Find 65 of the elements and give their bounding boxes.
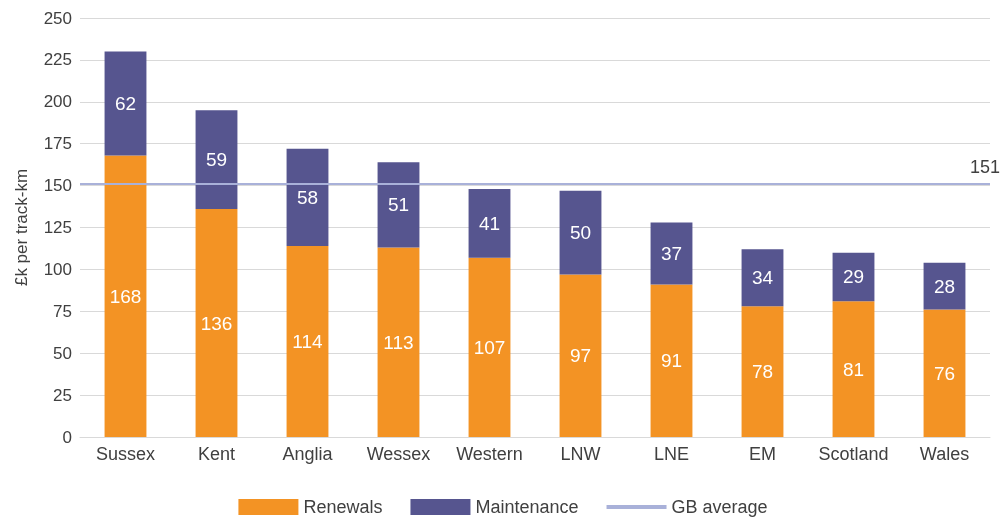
data-label: 51 — [387, 194, 410, 216]
bar — [923, 262, 966, 310]
bar — [195, 209, 238, 437]
bar — [559, 190, 602, 275]
bar — [468, 257, 511, 437]
data-label: 97 — [569, 345, 592, 367]
y-tick-label: 50 — [53, 343, 72, 363]
x-tick-label: Western — [456, 444, 523, 464]
bar — [286, 245, 329, 437]
data-label: 113 — [383, 331, 414, 353]
data-label: 37 — [660, 242, 683, 264]
bar — [104, 155, 147, 437]
x-tick-label: LNE — [653, 444, 690, 464]
x-tick-label: Scotland — [818, 444, 889, 464]
x-tick-label: Kent — [197, 444, 236, 464]
y-tick-label: 0 — [62, 427, 72, 447]
data-label: 59 — [205, 149, 228, 171]
x-tick-label: Wales — [919, 444, 970, 464]
x-tick-label: Wessex — [366, 444, 431, 464]
bar — [286, 148, 329, 246]
legend-label: GB average — [671, 497, 768, 517]
bar — [377, 162, 420, 248]
legend-label: Renewals — [303, 497, 383, 517]
data-label: 136 — [200, 312, 233, 334]
y-tick-label: 25 — [53, 385, 72, 405]
y-tick-label: 250 — [43, 8, 72, 28]
data-label: 62 — [114, 92, 137, 114]
data-label: 114 — [292, 330, 324, 352]
bar — [832, 301, 875, 437]
data-label: 81 — [842, 358, 865, 380]
data-label: 41 — [478, 212, 501, 234]
data-label: 50 — [569, 222, 592, 244]
data-label: 29 — [842, 266, 865, 288]
y-tick-label: 100 — [43, 259, 72, 279]
data-label: 78 — [751, 361, 774, 383]
bar — [650, 284, 693, 437]
bar — [468, 188, 511, 258]
x-tick-label: Sussex — [95, 444, 156, 464]
y-tick-label: 225 — [43, 50, 72, 70]
data-label: 168 — [109, 285, 142, 307]
data-label: 76 — [933, 362, 956, 384]
y-axis-title: £k per track-km — [12, 168, 31, 287]
x-tick-label: EM — [749, 444, 776, 464]
bar — [650, 222, 693, 285]
bar — [377, 247, 420, 437]
y-tick-label: 75 — [53, 301, 72, 321]
bar — [741, 249, 784, 307]
data-label: 34 — [751, 267, 774, 289]
y-tick-label: 175 — [43, 134, 72, 154]
legend-label: Maintenance — [475, 497, 579, 517]
bar — [559, 274, 602, 437]
data-label: 107 — [473, 336, 506, 358]
x-tick-label: Anglia — [282, 444, 334, 464]
data-label: 28 — [933, 275, 956, 297]
annotation: 151 — [969, 156, 1001, 177]
bar — [195, 110, 238, 210]
y-tick-label: 125 — [43, 218, 72, 237]
bar — [104, 51, 147, 156]
y-tick-label: 200 — [43, 92, 72, 112]
data-label: 91 — [660, 350, 683, 372]
data-label: 58 — [296, 186, 319, 208]
bar — [923, 309, 966, 437]
y-tick-label: 150 — [43, 176, 72, 196]
x-tick-label: LNW — [560, 444, 601, 464]
bar — [741, 306, 784, 437]
